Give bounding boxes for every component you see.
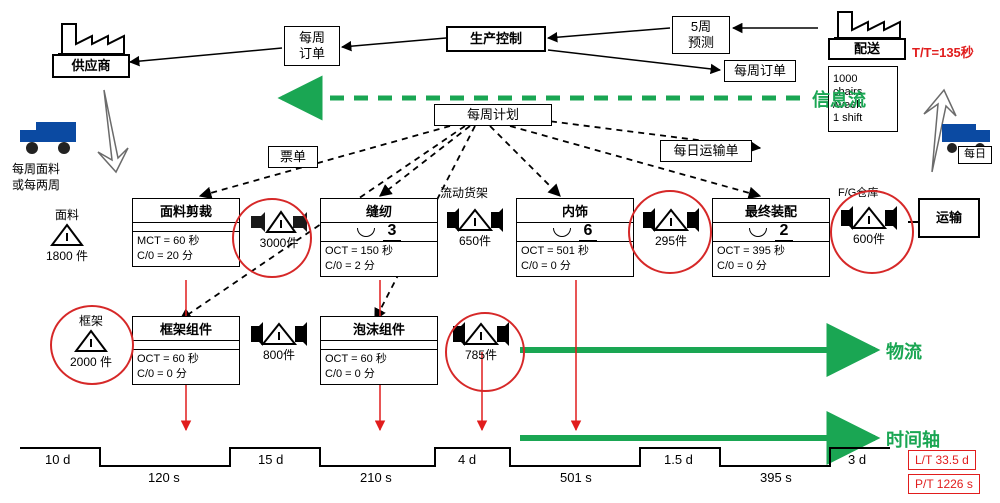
inv-after-assy: 600件 <box>836 206 902 247</box>
timeline-seg: 15 d <box>258 452 283 467</box>
process-frame-comp: 框架组件 OCT = 60 秒C/0 = 0 分 <box>132 316 240 385</box>
timeline-seg: 210 s <box>360 470 392 485</box>
ticket-box: 票单 <box>268 146 318 168</box>
timeline-label: 时间轴 <box>886 426 940 452</box>
forecast-box: 5周 预测 <box>672 16 730 54</box>
process-foam-comp: 泡沫组件 OCT = 60 秒C/0 = 0 分 <box>320 316 438 385</box>
weekly-order-left: 每周 订单 <box>284 26 340 66</box>
process-sewing: 缝纫 3 OCT = 150 秒C/0 = 2 分 <box>320 198 438 277</box>
timeline-seg: 395 s <box>760 470 792 485</box>
flow-rack-label: 流动货架 <box>440 186 488 202</box>
fg-label: F/G仓库 <box>838 186 878 200</box>
info-flow-label: 信息流 <box>812 86 866 112</box>
timeline-seg: 501 s <box>560 470 592 485</box>
inv-foam-comp: 785件 <box>448 322 514 363</box>
inv-frame-comp: 800件 <box>246 322 312 363</box>
daily-small: 每日 <box>958 146 992 164</box>
process-fabric-cut: 面料剪裁 MCT = 60 秒C/0 = 20 分 <box>132 198 240 267</box>
production-control-box: 生产控制 <box>446 26 546 52</box>
timeline-seg: 10 d <box>45 452 70 467</box>
lead-time-box: L/T 33.5 d <box>908 450 976 470</box>
supplier-box: 供应商 <box>52 54 130 78</box>
truck-icon-left <box>18 118 88 163</box>
inv-fabric: 面料 1800 件 <box>32 206 102 264</box>
timeline-seg: 120 s <box>148 470 180 485</box>
shipping-box: 配送 <box>828 38 906 60</box>
weekly-order-right: 每周订单 <box>724 60 796 82</box>
process-final-assy: 最终装配 2 OCT = 395 秒C/0 = 0 分 <box>712 198 830 277</box>
timeline-seg: 1.5 d <box>664 452 693 467</box>
process-time-box: P/T 1226 s <box>908 474 980 494</box>
takt-time: T/T=135秒 <box>912 42 974 61</box>
inv-frame: 框架 2000 件 <box>56 312 126 370</box>
inv-after-cut: 3000件 <box>244 210 314 251</box>
process-ship-out: 运输 <box>918 198 980 238</box>
inv-after-sewing: 650件 <box>442 208 508 249</box>
process-upholstery: 内饰 6 OCT = 501 秒C/0 = 0 分 <box>516 198 634 277</box>
inv-after-uphol: 295件 <box>638 208 704 249</box>
material-flow-label: 物流 <box>886 338 922 364</box>
timeline-seg: 3 d <box>848 452 866 467</box>
timeline-seg: 4 d <box>458 452 476 467</box>
source-note: 每周面料 或每两周 <box>12 162 60 193</box>
daily-ship-box: 每日运输单 <box>660 140 752 162</box>
weekly-plan-box: 每周计划 <box>434 104 552 126</box>
